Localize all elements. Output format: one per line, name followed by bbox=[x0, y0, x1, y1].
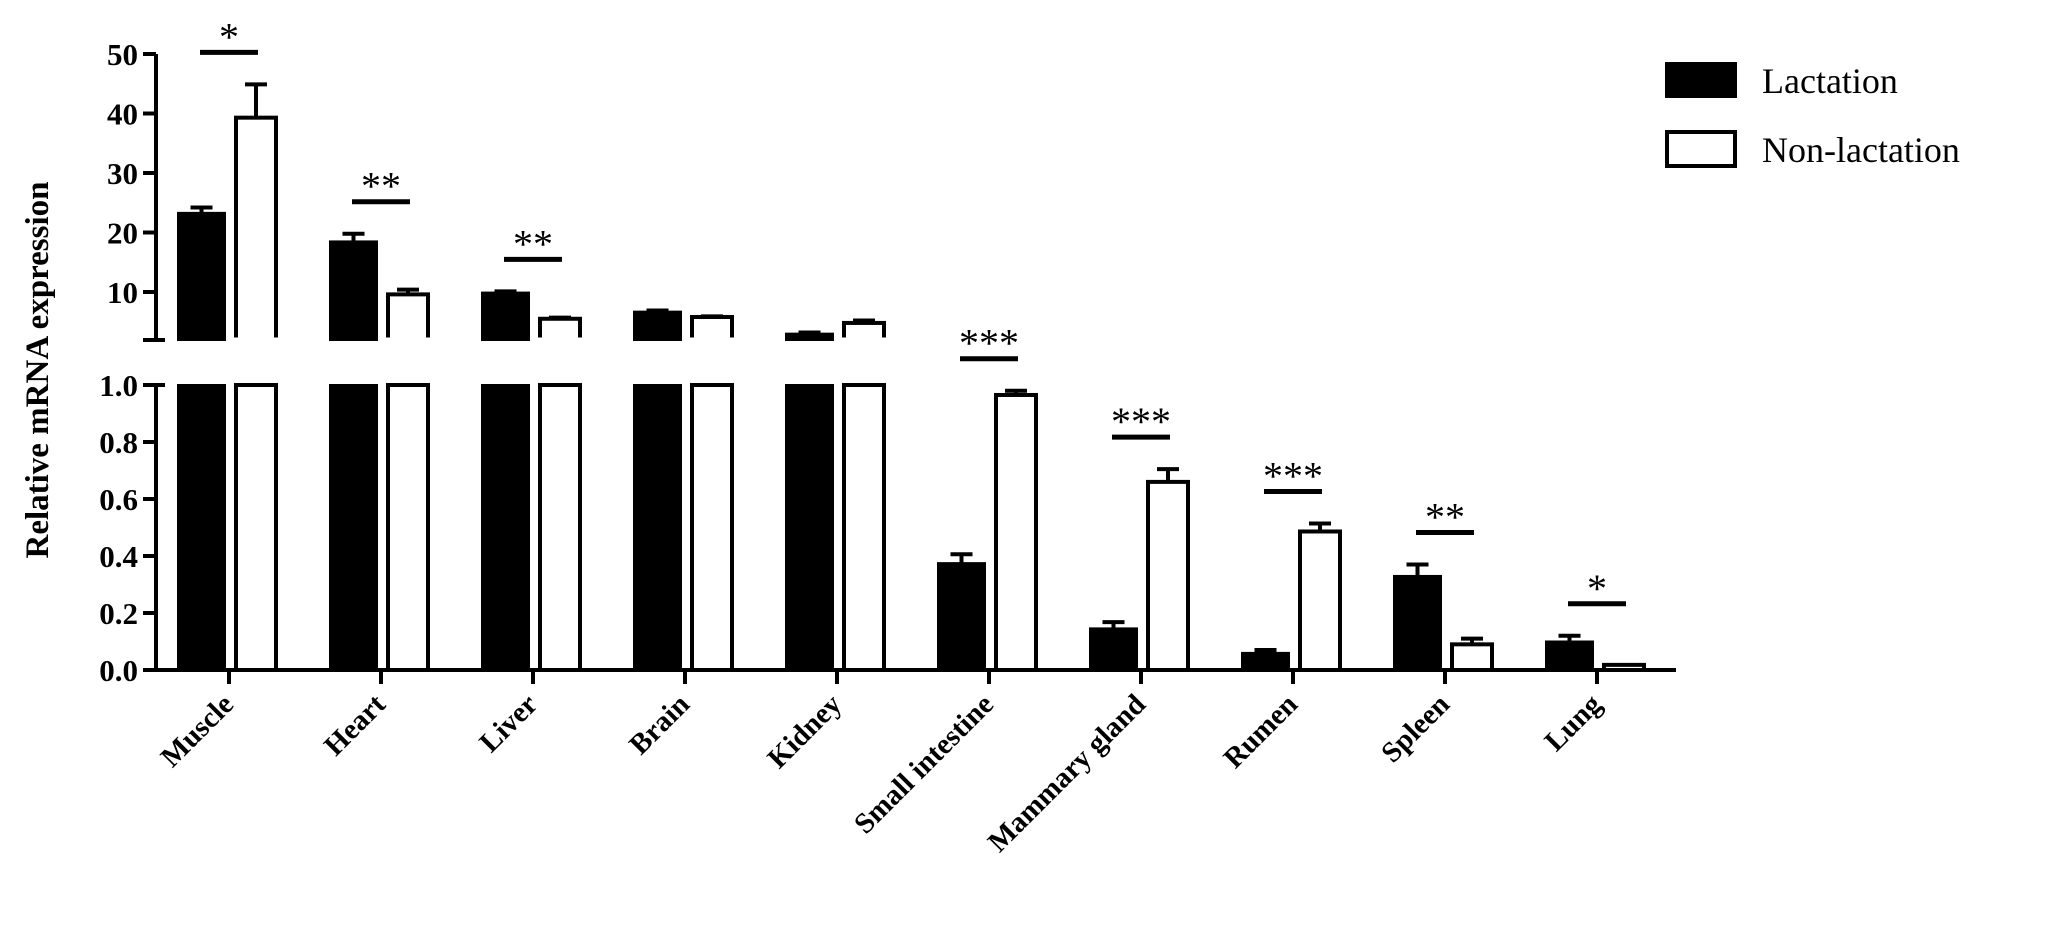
bar-lactation bbox=[1545, 640, 1594, 671]
x-tick-label: Heart bbox=[318, 688, 392, 762]
significance-stars: * bbox=[1587, 566, 1607, 611]
bar-lactation bbox=[481, 384, 530, 671]
bar-non-lactation bbox=[842, 320, 886, 343]
x-tick-label: Small intestine bbox=[848, 688, 1000, 840]
bar-non-lactation bbox=[1298, 529, 1342, 672]
significance-stars: *** bbox=[1263, 454, 1323, 499]
bar-non-lactation bbox=[234, 115, 278, 343]
x-tick-label: Rumen bbox=[1218, 688, 1304, 774]
significance-stars: ** bbox=[1425, 495, 1465, 540]
legend-swatch-non-lactation bbox=[1665, 130, 1737, 168]
y-tick-label: 0.8 bbox=[99, 425, 138, 460]
y-axis-label: Relative mRNA expression bbox=[20, 181, 56, 558]
y-tick-label: 0.2 bbox=[99, 596, 138, 631]
y-tick-label: 1.0 bbox=[99, 368, 138, 403]
bar-non-lactation bbox=[234, 383, 278, 672]
x-tick-label: Muscle bbox=[155, 688, 240, 773]
y-tick-label: 10 bbox=[107, 275, 138, 310]
bar-non-lactation bbox=[538, 316, 582, 342]
y-tick-label: 0.4 bbox=[99, 539, 138, 574]
bar-lactation bbox=[633, 384, 682, 671]
significance-stars: *** bbox=[959, 321, 1019, 366]
y-tick-label: 0.6 bbox=[99, 482, 138, 517]
bar-lactation bbox=[785, 332, 834, 341]
bar-non-lactation bbox=[994, 392, 1038, 672]
bar-non-lactation bbox=[690, 314, 734, 342]
significance-stars: ** bbox=[361, 164, 401, 209]
significance-stars: *** bbox=[1111, 399, 1171, 444]
y-tick-label: 0.0 bbox=[99, 653, 138, 688]
bar-lactation bbox=[1241, 651, 1290, 672]
x-tick-label: Mammary gland bbox=[982, 688, 1152, 858]
significance-stars: * bbox=[219, 14, 239, 59]
x-tick-label: Liver bbox=[473, 688, 544, 759]
bar-non-lactation bbox=[386, 383, 430, 672]
bar-lactation bbox=[329, 384, 378, 671]
legend: Lactation Non-lactation bbox=[1665, 61, 1960, 170]
bar-lactation bbox=[785, 384, 834, 671]
bar-lactation bbox=[177, 384, 226, 671]
legend-label-lactation: Lactation bbox=[1762, 61, 1898, 101]
bar-lactation bbox=[1089, 627, 1138, 672]
legend-label-non-lactation: Non-lactation bbox=[1762, 130, 1960, 170]
bars: ***************** bbox=[177, 14, 1646, 672]
x-tick-label: Spleen bbox=[1375, 688, 1456, 769]
y-tick-label: 40 bbox=[107, 97, 138, 132]
bar-lactation bbox=[633, 310, 682, 342]
bar-non-lactation bbox=[842, 383, 886, 672]
x-tick-label: Kidney bbox=[762, 688, 849, 775]
bar-non-lactation bbox=[1602, 662, 1646, 672]
y-tick-label: 20 bbox=[107, 216, 138, 251]
x-tick-label: Brain bbox=[623, 688, 696, 761]
bar-non-lactation bbox=[690, 383, 734, 672]
bar-lactation bbox=[1393, 574, 1442, 672]
bar-lactation bbox=[937, 562, 986, 671]
y-tick-label: 30 bbox=[107, 156, 138, 191]
bar-lactation bbox=[329, 240, 378, 341]
significance-stars: ** bbox=[513, 221, 553, 266]
bar-lactation bbox=[481, 291, 530, 341]
bar-non-lactation bbox=[1146, 479, 1190, 672]
legend-swatch-lactation bbox=[1665, 62, 1737, 98]
category-labels: Muscle Heart Liver Brain Kidney Small intesti… bbox=[155, 688, 1609, 858]
bar-non-lactation bbox=[386, 292, 430, 343]
y-tick-label: 50 bbox=[107, 37, 138, 72]
x-tick-label: Lung bbox=[1539, 688, 1609, 758]
bar-non-lactation bbox=[538, 383, 582, 672]
bar-lactation bbox=[177, 211, 226, 342]
bar-non-lactation bbox=[1450, 642, 1494, 672]
